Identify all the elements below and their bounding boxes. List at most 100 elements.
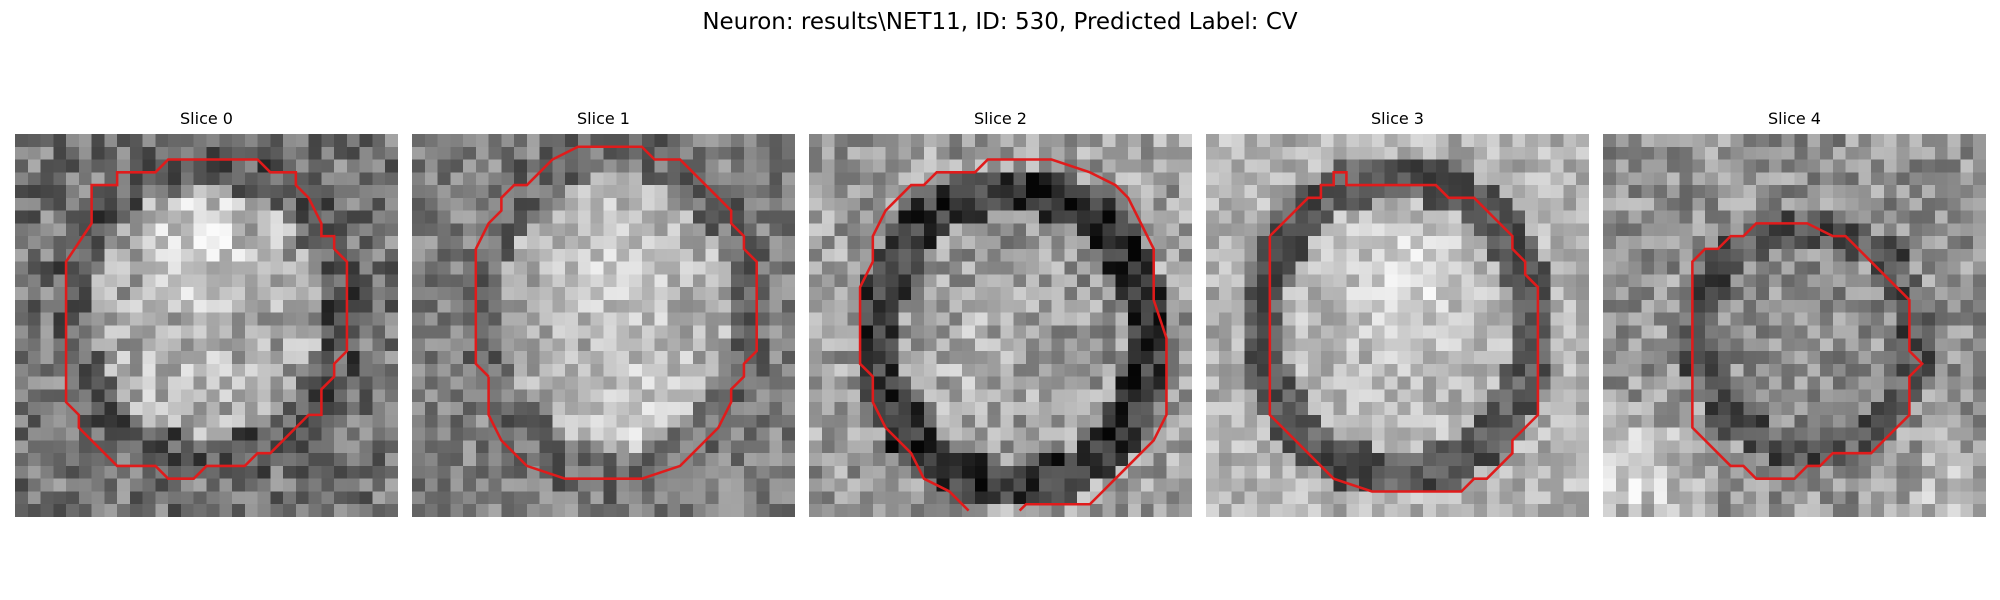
pixel bbox=[219, 414, 233, 428]
pixel bbox=[949, 465, 963, 479]
pixel bbox=[1973, 453, 1986, 467]
pixel bbox=[1346, 363, 1360, 377]
pixel bbox=[1768, 159, 1782, 173]
pixel bbox=[424, 427, 438, 441]
pixel bbox=[526, 159, 540, 173]
pixel bbox=[53, 376, 67, 390]
pixel bbox=[1768, 134, 1782, 148]
pixel bbox=[1320, 236, 1334, 250]
pixel bbox=[1038, 223, 1052, 237]
pixel bbox=[731, 351, 745, 365]
pixel bbox=[809, 465, 823, 479]
pixel bbox=[1179, 440, 1192, 454]
pixel bbox=[1960, 325, 1974, 339]
pixel bbox=[718, 427, 732, 441]
pixel bbox=[692, 210, 706, 224]
pixel bbox=[1615, 338, 1629, 352]
pixel bbox=[1295, 338, 1309, 352]
pixel bbox=[155, 491, 169, 505]
pixel bbox=[244, 427, 258, 441]
pixel bbox=[321, 261, 335, 275]
pixel bbox=[539, 185, 553, 199]
pixel bbox=[1013, 274, 1027, 288]
pixel bbox=[705, 172, 719, 186]
pixel bbox=[117, 274, 131, 288]
pixel bbox=[412, 491, 426, 505]
pixel bbox=[667, 402, 681, 416]
pixel bbox=[885, 261, 899, 275]
pixel bbox=[1756, 185, 1770, 199]
pixel bbox=[437, 312, 451, 326]
pixel bbox=[1026, 134, 1040, 148]
pixel bbox=[1218, 185, 1232, 199]
pixel bbox=[590, 325, 604, 339]
pixel bbox=[1448, 427, 1462, 441]
pixel bbox=[295, 287, 309, 301]
pixel bbox=[1435, 351, 1449, 365]
pixel bbox=[514, 185, 528, 199]
pixel bbox=[1333, 325, 1347, 339]
pixel bbox=[654, 134, 668, 148]
pixel bbox=[1960, 338, 1974, 352]
pixel bbox=[270, 299, 284, 313]
pixel bbox=[539, 414, 553, 428]
pixel bbox=[885, 325, 899, 339]
pixel bbox=[1563, 248, 1577, 262]
pixel bbox=[1679, 338, 1693, 352]
pixel bbox=[1525, 338, 1539, 352]
pixel bbox=[78, 261, 92, 275]
pixel bbox=[1512, 159, 1526, 173]
pixel bbox=[66, 351, 80, 365]
pixel bbox=[949, 146, 963, 160]
pixel bbox=[565, 299, 579, 313]
pixel bbox=[1140, 146, 1154, 160]
pixel bbox=[1499, 325, 1513, 339]
pixel bbox=[1384, 210, 1398, 224]
pixel bbox=[1128, 427, 1142, 441]
pixel bbox=[1423, 312, 1437, 326]
pixel bbox=[962, 478, 976, 492]
pixel bbox=[565, 491, 579, 505]
pixel bbox=[1218, 414, 1232, 428]
pixel bbox=[1807, 478, 1821, 492]
pixel bbox=[1794, 389, 1808, 403]
pixel bbox=[1206, 287, 1220, 301]
pixel bbox=[1858, 274, 1872, 288]
pixel bbox=[577, 197, 591, 211]
pixel bbox=[1461, 440, 1475, 454]
pixel bbox=[1934, 338, 1948, 352]
pixel bbox=[27, 299, 41, 313]
pixel bbox=[1244, 134, 1258, 148]
pixel bbox=[898, 248, 912, 262]
pixel bbox=[1308, 465, 1322, 479]
pixel bbox=[321, 287, 335, 301]
pixel bbox=[641, 172, 655, 186]
pixel bbox=[1512, 491, 1526, 505]
pixel bbox=[475, 274, 489, 288]
pixel bbox=[1153, 185, 1167, 199]
pixel bbox=[1641, 402, 1655, 416]
pixel bbox=[1077, 389, 1091, 403]
pixel bbox=[821, 274, 835, 288]
pixel bbox=[1563, 504, 1577, 517]
pixel bbox=[117, 312, 131, 326]
pixel bbox=[1448, 363, 1462, 377]
pixel bbox=[756, 172, 770, 186]
pixel bbox=[1026, 414, 1040, 428]
pixel bbox=[1832, 172, 1846, 186]
pixel bbox=[232, 261, 246, 275]
pixel bbox=[1832, 325, 1846, 339]
pixel bbox=[129, 223, 143, 237]
pixel bbox=[616, 427, 630, 441]
pixel bbox=[1231, 389, 1245, 403]
pixel bbox=[1512, 261, 1526, 275]
pixel bbox=[1947, 236, 1961, 250]
pixel bbox=[270, 223, 284, 237]
pixel bbox=[117, 159, 131, 173]
pixel bbox=[718, 325, 732, 339]
pixel bbox=[104, 185, 118, 199]
pixel bbox=[295, 299, 309, 313]
pixel bbox=[1858, 402, 1872, 416]
pixel bbox=[27, 134, 41, 148]
pixel bbox=[1359, 146, 1373, 160]
